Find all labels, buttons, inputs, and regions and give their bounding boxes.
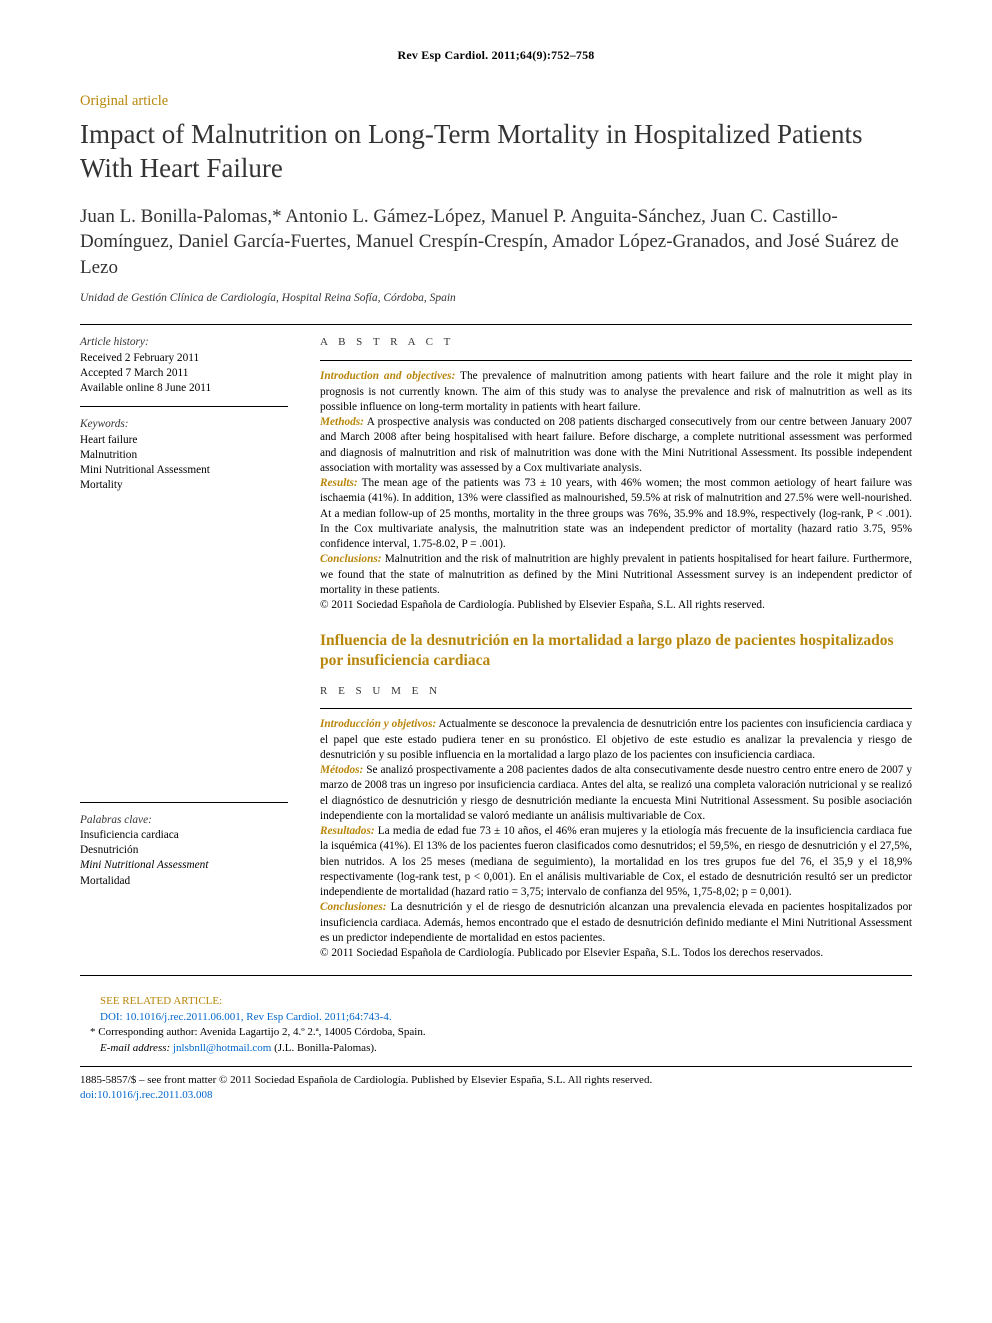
corresponding-author: * Corresponding author: Avenida Lagartij… bbox=[90, 1025, 912, 1040]
history-online: Available online 8 June 2011 bbox=[80, 381, 288, 396]
journal-citation: Rev Esp Cardiol. 2011;64(9):752–758 bbox=[80, 48, 912, 63]
article-type-label: Original article bbox=[80, 93, 912, 110]
methods-label-es: Métodos: bbox=[320, 764, 363, 776]
article-title-es: Influencia de la desnutrición en la mort… bbox=[320, 631, 912, 671]
divider bbox=[80, 975, 912, 976]
left-sidebar-en: Article history: Received 2 February 201… bbox=[80, 335, 288, 683]
left-sidebar-es: Palabras clave: Insuficiencia cardiaca D… bbox=[80, 684, 288, 962]
keyword-item: Heart failure bbox=[80, 433, 288, 448]
results-label: Results: bbox=[320, 477, 358, 489]
email-label: E-mail address: bbox=[100, 1042, 170, 1054]
abstract-en: A B S T R A C T Introduction and objecti… bbox=[320, 335, 912, 683]
article-title: Impact of Malnutrition on Long-Term Mort… bbox=[80, 118, 912, 186]
related-doi-link[interactable]: DOI: 10.1016/j.rec.2011.06.001, Rev Esp … bbox=[100, 1011, 392, 1023]
history-heading: Article history: bbox=[80, 335, 288, 350]
divider bbox=[80, 1066, 912, 1067]
abstract-heading-es: R E S U M E N bbox=[320, 684, 912, 699]
keywords-heading-es: Palabras clave: bbox=[80, 813, 288, 828]
divider bbox=[80, 324, 912, 325]
divider bbox=[80, 406, 288, 407]
conclusions-text: Malnutrition and the risk of malnutritio… bbox=[320, 553, 912, 596]
results-text: The mean age of the patients was 73 ± 10… bbox=[320, 477, 912, 550]
keyword-item: Insuficiencia cardiaca bbox=[80, 828, 288, 843]
affiliation: Unidad de Gestión Clínica de Cardiología… bbox=[80, 292, 912, 304]
intro-label-es: Introducción y objetivos: bbox=[320, 718, 436, 730]
results-label-es: Resultados: bbox=[320, 825, 375, 837]
front-matter: 1885-5857/$ – see front matter © 2011 So… bbox=[80, 1073, 912, 1088]
article-doi-link[interactable]: doi:10.1016/j.rec.2011.03.008 bbox=[80, 1089, 213, 1101]
divider bbox=[320, 708, 912, 709]
abstract-heading-en: A B S T R A C T bbox=[320, 335, 912, 350]
conclusions-label-es: Conclusiones: bbox=[320, 901, 387, 913]
english-block: Article history: Received 2 February 201… bbox=[80, 335, 912, 683]
results-text-es: La media de edad fue 73 ± 10 años, el 46… bbox=[320, 825, 912, 898]
authors-list: Juan L. Bonilla-Palomas,* Antonio L. Gám… bbox=[80, 204, 912, 281]
divider bbox=[80, 802, 288, 803]
keyword-item: Malnutrition bbox=[80, 448, 288, 463]
keyword-item: Mortalidad bbox=[80, 874, 288, 889]
history-received: Received 2 February 2011 bbox=[80, 351, 288, 366]
conclusions-label: Conclusions: bbox=[320, 553, 382, 565]
intro-label: Introduction and objectives: bbox=[320, 370, 455, 382]
footnotes: SEE RELATED ARTICLE: DOI: 10.1016/j.rec.… bbox=[80, 994, 912, 1056]
email-attribution: (J.L. Bonilla-Palomas). bbox=[271, 1042, 376, 1054]
copyright-es: © 2011 Sociedad Española de Cardiología.… bbox=[320, 946, 912, 961]
abstract-es: R E S U M E N Introducción y objetivos: … bbox=[320, 684, 912, 962]
author-email-link[interactable]: jnlsbnll@hotmail.com bbox=[173, 1042, 271, 1054]
copyright-en: © 2011 Sociedad Española de Cardiología.… bbox=[320, 598, 912, 613]
conclusions-text-es: La desnutrición y el de riesgo de desnut… bbox=[320, 901, 912, 944]
methods-text: A prospective analysis was conducted on … bbox=[320, 416, 912, 474]
methods-text-es: Se analizó prospectivamente a 208 pacien… bbox=[320, 764, 912, 822]
see-related-label: SEE RELATED ARTICLE: bbox=[100, 995, 222, 1007]
keyword-item: Desnutrición bbox=[80, 843, 288, 858]
keyword-item: Mortality bbox=[80, 478, 288, 493]
keyword-item: Mini Nutritional Assessment bbox=[80, 463, 288, 478]
keywords-heading-en: Keywords: bbox=[80, 417, 288, 432]
spanish-block: Palabras clave: Insuficiencia cardiaca D… bbox=[80, 684, 912, 962]
keyword-item: Mini Nutritional Assessment bbox=[80, 858, 288, 873]
history-accepted: Accepted 7 March 2011 bbox=[80, 366, 288, 381]
divider bbox=[320, 360, 912, 361]
methods-label: Methods: bbox=[320, 416, 364, 428]
